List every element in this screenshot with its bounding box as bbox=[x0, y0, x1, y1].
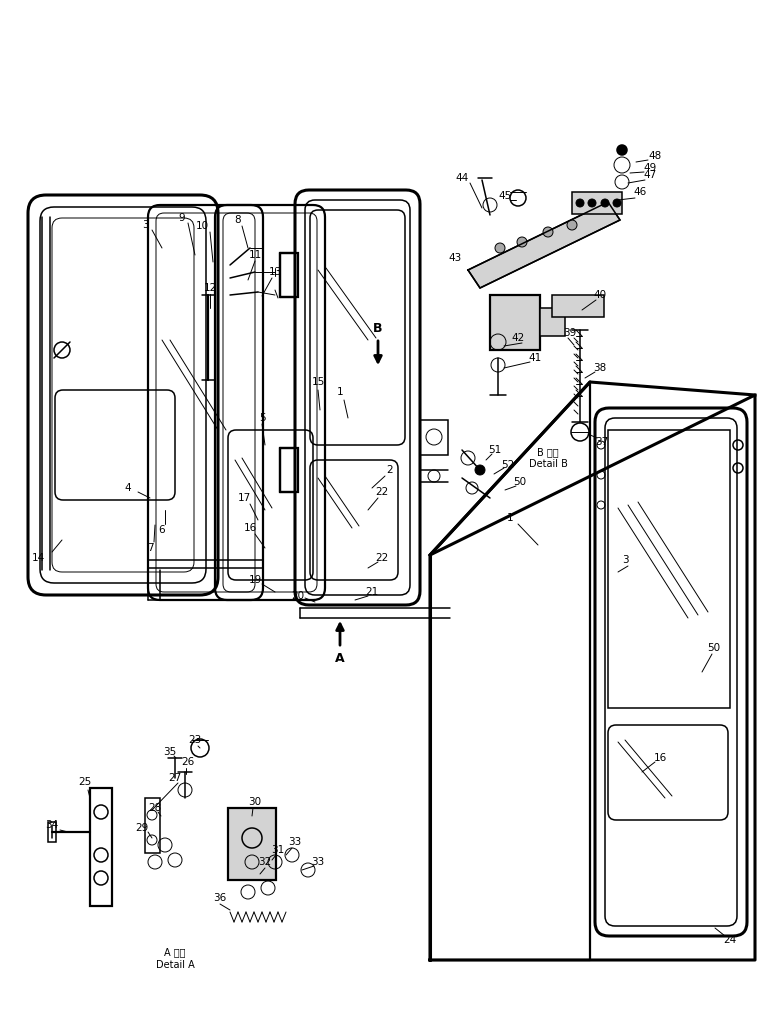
Text: 9: 9 bbox=[178, 213, 185, 223]
Text: 37: 37 bbox=[595, 437, 609, 447]
Text: 30: 30 bbox=[248, 797, 261, 807]
Text: 50: 50 bbox=[708, 643, 721, 653]
Text: 38: 38 bbox=[594, 363, 607, 373]
Text: B 詳細: B 詳細 bbox=[537, 447, 559, 457]
Bar bbox=[490, 295, 540, 350]
Text: 46: 46 bbox=[633, 187, 647, 197]
Text: 35: 35 bbox=[163, 747, 177, 758]
Circle shape bbox=[567, 220, 577, 230]
Text: 39: 39 bbox=[563, 328, 577, 338]
Text: 41: 41 bbox=[529, 354, 542, 363]
Text: 51: 51 bbox=[489, 445, 502, 455]
Bar bbox=[608, 430, 730, 708]
Text: 29: 29 bbox=[136, 823, 149, 833]
Text: 31: 31 bbox=[271, 845, 285, 855]
Text: 33: 33 bbox=[311, 857, 325, 867]
Text: 25: 25 bbox=[78, 777, 92, 787]
Text: B: B bbox=[373, 321, 383, 334]
Text: 47: 47 bbox=[643, 170, 656, 180]
Text: 7: 7 bbox=[146, 543, 153, 553]
Text: 34: 34 bbox=[45, 820, 59, 830]
Text: 21: 21 bbox=[365, 587, 378, 597]
Bar bbox=[90, 788, 112, 906]
Polygon shape bbox=[468, 202, 620, 288]
Text: 17: 17 bbox=[237, 493, 250, 503]
Text: 4: 4 bbox=[125, 483, 131, 493]
Text: 3: 3 bbox=[622, 556, 628, 565]
Text: 20: 20 bbox=[291, 591, 305, 601]
Text: 49: 49 bbox=[643, 163, 656, 173]
Text: 32: 32 bbox=[258, 857, 272, 867]
Text: 8: 8 bbox=[234, 215, 241, 225]
Text: 22: 22 bbox=[375, 553, 388, 563]
Text: 19: 19 bbox=[248, 575, 262, 585]
Circle shape bbox=[543, 227, 553, 237]
Text: 36: 36 bbox=[214, 893, 227, 903]
Bar bbox=[145, 798, 160, 853]
Text: 2: 2 bbox=[387, 465, 393, 475]
Text: 33: 33 bbox=[288, 837, 302, 847]
Text: 3: 3 bbox=[142, 220, 149, 230]
Circle shape bbox=[588, 199, 596, 207]
Text: 22: 22 bbox=[375, 487, 388, 497]
Text: Detail B: Detail B bbox=[529, 459, 568, 469]
Text: 50: 50 bbox=[513, 477, 526, 487]
Text: 28: 28 bbox=[149, 803, 162, 813]
Bar bbox=[280, 252, 298, 297]
Circle shape bbox=[617, 145, 627, 155]
Text: 44: 44 bbox=[455, 173, 469, 183]
Text: 27: 27 bbox=[169, 773, 182, 783]
Circle shape bbox=[601, 199, 609, 207]
Text: 52: 52 bbox=[502, 460, 515, 470]
Text: 16: 16 bbox=[244, 523, 257, 533]
Bar bbox=[48, 822, 56, 842]
Text: 5: 5 bbox=[259, 413, 265, 423]
Text: 43: 43 bbox=[448, 252, 462, 263]
Text: 26: 26 bbox=[182, 758, 195, 767]
Text: 23: 23 bbox=[188, 735, 201, 745]
Text: 14: 14 bbox=[31, 553, 44, 563]
Text: A: A bbox=[336, 651, 345, 665]
Text: 15: 15 bbox=[311, 377, 325, 387]
Bar bbox=[540, 308, 565, 336]
Circle shape bbox=[613, 199, 621, 207]
Circle shape bbox=[576, 199, 584, 207]
Text: 16: 16 bbox=[653, 753, 666, 763]
Text: 40: 40 bbox=[594, 290, 607, 300]
Text: 45: 45 bbox=[499, 191, 512, 201]
Text: 24: 24 bbox=[723, 935, 737, 945]
Text: 13: 13 bbox=[268, 267, 282, 277]
Text: 6: 6 bbox=[159, 525, 165, 535]
Text: 12: 12 bbox=[204, 283, 217, 293]
Text: 48: 48 bbox=[648, 152, 662, 161]
Circle shape bbox=[495, 243, 505, 252]
Text: Detail A: Detail A bbox=[155, 960, 195, 970]
Circle shape bbox=[475, 465, 485, 475]
Bar bbox=[420, 420, 448, 454]
Text: 1: 1 bbox=[506, 513, 513, 523]
Bar bbox=[552, 295, 604, 317]
Text: 10: 10 bbox=[195, 221, 208, 231]
Bar bbox=[280, 448, 298, 492]
Text: A 詳細: A 詳細 bbox=[164, 947, 185, 957]
Bar bbox=[572, 192, 622, 214]
Text: 11: 11 bbox=[248, 250, 262, 260]
Text: 1: 1 bbox=[337, 387, 343, 397]
Bar bbox=[228, 808, 276, 880]
Circle shape bbox=[517, 237, 527, 247]
Text: 42: 42 bbox=[512, 333, 525, 343]
